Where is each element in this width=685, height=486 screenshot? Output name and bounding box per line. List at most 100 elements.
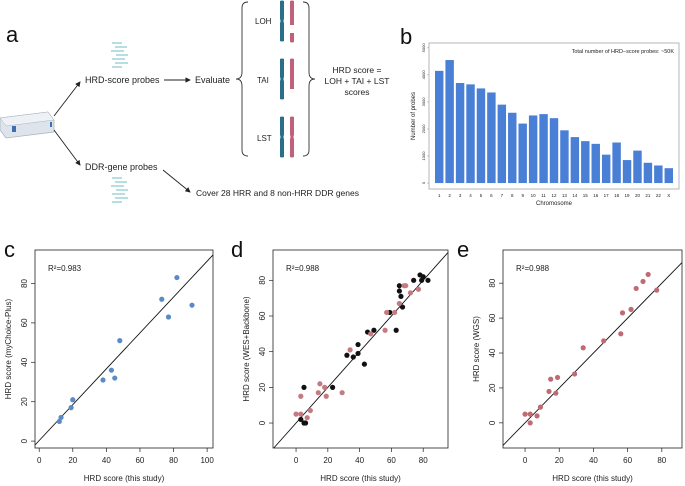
panel-letter-b: b xyxy=(400,24,412,49)
data-point-black xyxy=(371,327,377,333)
y-tick-label: 60 xyxy=(488,313,497,322)
bar-chr-10 xyxy=(528,115,538,184)
data-point-red xyxy=(618,331,624,337)
data-point-red xyxy=(554,374,561,381)
y-tick-label: 1000 xyxy=(421,151,426,161)
y-tick-label: 4000 xyxy=(421,70,426,80)
hrd-score-probes-label: HRD-score probes xyxy=(85,75,160,85)
bar-chr-6 xyxy=(487,92,496,184)
data-point-black xyxy=(398,293,404,299)
chart-b-probes-per-chromosome: 1 2 3 4 5 6 7 8 9 10 11 12 13 14 15 16 17 18 19 20 21 22 X0100… xyxy=(411,43,680,207)
data-point-red xyxy=(347,347,353,353)
data-point-red xyxy=(546,388,552,395)
formula-line-3: scores xyxy=(344,87,369,97)
data-point-black xyxy=(420,274,426,280)
bar-chr-12 xyxy=(549,118,559,184)
x-axis-label: HRD score (this study) xyxy=(552,474,633,483)
loh-label: LOH xyxy=(255,17,272,26)
x-tick-label: 0 xyxy=(37,456,42,465)
data-point-samples xyxy=(56,418,62,425)
data-point-red xyxy=(323,393,329,399)
cover-genes-label: Cover 28 HRR and 8 non-HRR DDR genes xyxy=(196,188,359,198)
x-tick-label: 80 xyxy=(657,456,666,465)
panel-a: a HRD-score probes Evaluate LOH TAI LST xyxy=(0,0,390,203)
x-tick-label: 18 xyxy=(614,193,620,198)
plot-frame xyxy=(34,249,214,449)
x-tick-label: 20 xyxy=(68,456,77,465)
regression-line xyxy=(34,254,214,446)
x-tick-label: 9 xyxy=(521,193,524,198)
data-point-red xyxy=(315,390,321,396)
data-point-samples xyxy=(68,405,74,411)
x-axis-label: HRD score (this study) xyxy=(84,474,165,483)
x-tick-label: 40 xyxy=(589,456,598,465)
y-axis-label: HRD score (myChoice-Plus) xyxy=(4,298,13,399)
bar-chr-13 xyxy=(560,130,569,184)
y-tick-label: 60 xyxy=(258,311,267,320)
x-tick-label: 20 xyxy=(635,193,641,198)
data-point-red xyxy=(522,411,528,417)
y-tick-label: 40 xyxy=(258,347,267,356)
right-brace xyxy=(302,1,316,157)
data-point-red xyxy=(645,271,651,278)
bar-chr-4 xyxy=(466,84,475,184)
panel-letter-e: e xyxy=(457,237,469,262)
data-point-red xyxy=(619,310,626,316)
x-tick-label: 0 xyxy=(294,456,299,465)
bar-chr-18 xyxy=(612,142,621,184)
bar-chr-3 xyxy=(455,83,465,184)
data-point-red xyxy=(396,300,402,307)
formula-line-2: LOH + TAI + LST xyxy=(325,76,390,86)
bar-chr-2 xyxy=(445,60,454,184)
y-tick-label: 80 xyxy=(488,278,497,287)
y-tick-label: 40 xyxy=(488,348,497,357)
x-tick-label: 16 xyxy=(593,193,599,198)
data-point-red xyxy=(640,278,646,285)
bar-chr-1 xyxy=(435,70,444,184)
data-point-red xyxy=(391,309,398,316)
panel-letter-a: a xyxy=(6,22,19,47)
data-point-samples xyxy=(189,302,195,308)
data-point-red xyxy=(403,283,409,289)
x-tick-label: 80 xyxy=(419,456,428,465)
x-tick-label: 14 xyxy=(572,193,578,198)
arrow-to-cover xyxy=(162,169,191,193)
bar-chr-17 xyxy=(601,154,611,184)
x-tick-label: 12 xyxy=(551,193,557,198)
x-tick-label: 60 xyxy=(135,456,144,465)
panel-letter-d: d xyxy=(231,237,243,262)
data-point-black xyxy=(302,420,309,426)
charts: 1 2 3 4 5 6 7 8 9 10 11 12 13 14 15 16 17 18 19 20 21 22 X0100… xyxy=(4,43,683,483)
arrow-to-hrd-probes xyxy=(53,81,81,117)
bar-chr-15 xyxy=(581,141,590,184)
data-point-red xyxy=(304,415,310,421)
chromosome-icons xyxy=(280,0,294,158)
left-brace xyxy=(235,1,249,157)
data-point-red xyxy=(633,285,639,292)
regression-line xyxy=(502,262,683,446)
data-point-samples xyxy=(174,274,180,281)
chart-d-scatter: 0 20 40 60 80 0 20 40 60 80 HRD score (this study)… xyxy=(242,249,449,483)
evaluate-label: Evaluate xyxy=(195,75,230,85)
bar-chr-X xyxy=(664,168,673,184)
data-point-black xyxy=(298,416,304,423)
data-point-red xyxy=(322,384,328,390)
y-tick-label: 0 xyxy=(488,420,497,425)
tai-label: TAI xyxy=(257,76,269,85)
ddr-gene-probes-label: DDR-gene probes xyxy=(85,162,158,172)
data-point-samples xyxy=(108,367,115,373)
y-tick-label: 5000 xyxy=(421,43,426,53)
data-point-black xyxy=(425,277,431,283)
data-point-black xyxy=(344,352,350,358)
r-squared-annotation: R²=0.988 xyxy=(516,264,550,273)
bar-chr-14 xyxy=(570,137,580,184)
data-point-samples xyxy=(70,397,76,403)
x-axis-label: Chromosome xyxy=(536,201,573,207)
x-tick-label: 60 xyxy=(387,456,396,465)
data-point-red xyxy=(415,286,422,292)
data-point-red xyxy=(601,338,607,344)
data-point-black xyxy=(355,350,361,357)
y-tick-label: 0 xyxy=(421,181,426,184)
x-tick-label: 4 xyxy=(469,193,472,198)
